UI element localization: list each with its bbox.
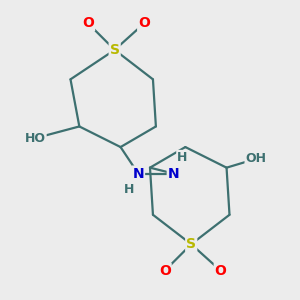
Text: O: O xyxy=(159,264,171,278)
Text: OH: OH xyxy=(245,152,266,165)
Text: S: S xyxy=(110,43,120,57)
Text: H: H xyxy=(124,183,135,196)
Text: S: S xyxy=(186,237,196,251)
Text: O: O xyxy=(138,16,150,30)
Text: N: N xyxy=(132,167,144,181)
Text: O: O xyxy=(215,264,226,278)
Text: HO: HO xyxy=(25,132,46,145)
Text: N: N xyxy=(168,167,179,181)
Text: O: O xyxy=(82,16,94,30)
Text: H: H xyxy=(177,151,188,164)
